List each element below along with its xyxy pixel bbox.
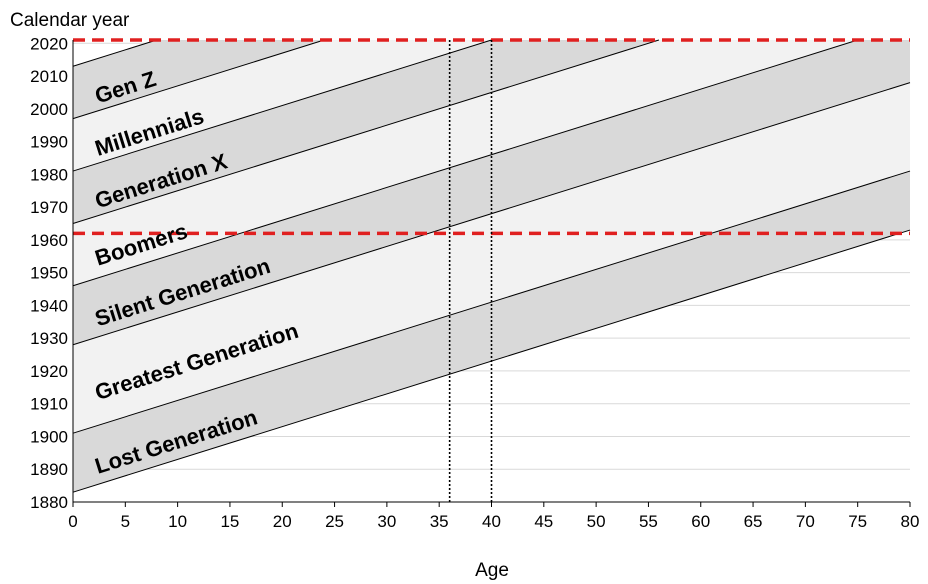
boundary-line-1965 bbox=[72, 39, 660, 224]
x-tick-75: 75 bbox=[848, 512, 867, 531]
x-tick-65: 65 bbox=[744, 512, 763, 531]
boundary-line-1997 bbox=[72, 39, 325, 120]
y-tick-1910: 1910 bbox=[30, 395, 68, 414]
x-tick-labels: 0 5 10 15 20 25 30 35 40 45 50 55 60 65 70 75 80 bbox=[68, 502, 919, 531]
x-tick-55: 55 bbox=[639, 512, 658, 531]
boundary-line-2013 bbox=[72, 39, 157, 67]
y-tick-1930: 1930 bbox=[30, 329, 68, 348]
y-tick-labels: 1880 1890 1900 1910 1920 1930 1940 1950 1960 1970… bbox=[30, 34, 68, 512]
band-0 bbox=[73, 171, 910, 493]
x-tick-0: 0 bbox=[68, 512, 77, 531]
boundary-line-1981 bbox=[72, 39, 492, 172]
x-tick-40: 40 bbox=[482, 512, 501, 531]
x-axis-title: Age bbox=[475, 560, 509, 581]
y-tick-2020: 2020 bbox=[30, 34, 68, 53]
x-tick-15: 15 bbox=[220, 512, 239, 531]
x-tick-70: 70 bbox=[796, 512, 815, 531]
y-tick-2000: 2000 bbox=[30, 100, 68, 119]
x-tick-45: 45 bbox=[534, 512, 553, 531]
y-tick-2010: 2010 bbox=[30, 67, 68, 86]
y-tick-1880: 1880 bbox=[30, 493, 68, 512]
y-tick-1990: 1990 bbox=[30, 133, 68, 152]
x-tick-20: 20 bbox=[273, 512, 292, 531]
y-axis-title: Calendar year bbox=[10, 10, 130, 31]
band-5 bbox=[73, 40, 910, 172]
boundary-line-1901 bbox=[72, 170, 911, 434]
x-tick-10: 10 bbox=[168, 512, 187, 531]
x-tick-80: 80 bbox=[901, 512, 920, 531]
y-tick-1980: 1980 bbox=[30, 165, 68, 184]
x-tick-30: 30 bbox=[377, 512, 396, 531]
x-tick-5: 5 bbox=[121, 512, 130, 531]
reference-lines bbox=[73, 38, 910, 502]
y-tick-1960: 1960 bbox=[30, 231, 68, 250]
y-tick-1970: 1970 bbox=[30, 198, 68, 217]
y-tick-1900: 1900 bbox=[30, 427, 68, 446]
x-tick-50: 50 bbox=[587, 512, 606, 531]
x-tick-35: 35 bbox=[430, 512, 449, 531]
y-tick-1890: 1890 bbox=[30, 460, 68, 479]
y-tick-1950: 1950 bbox=[30, 264, 68, 283]
boundary-line-1946 bbox=[72, 39, 858, 287]
y-tick-1920: 1920 bbox=[30, 362, 68, 381]
band-6 bbox=[73, 40, 910, 119]
x-tick-60: 60 bbox=[691, 512, 710, 531]
y-tick-1940: 1940 bbox=[30, 296, 68, 315]
x-tick-25: 25 bbox=[325, 512, 344, 531]
